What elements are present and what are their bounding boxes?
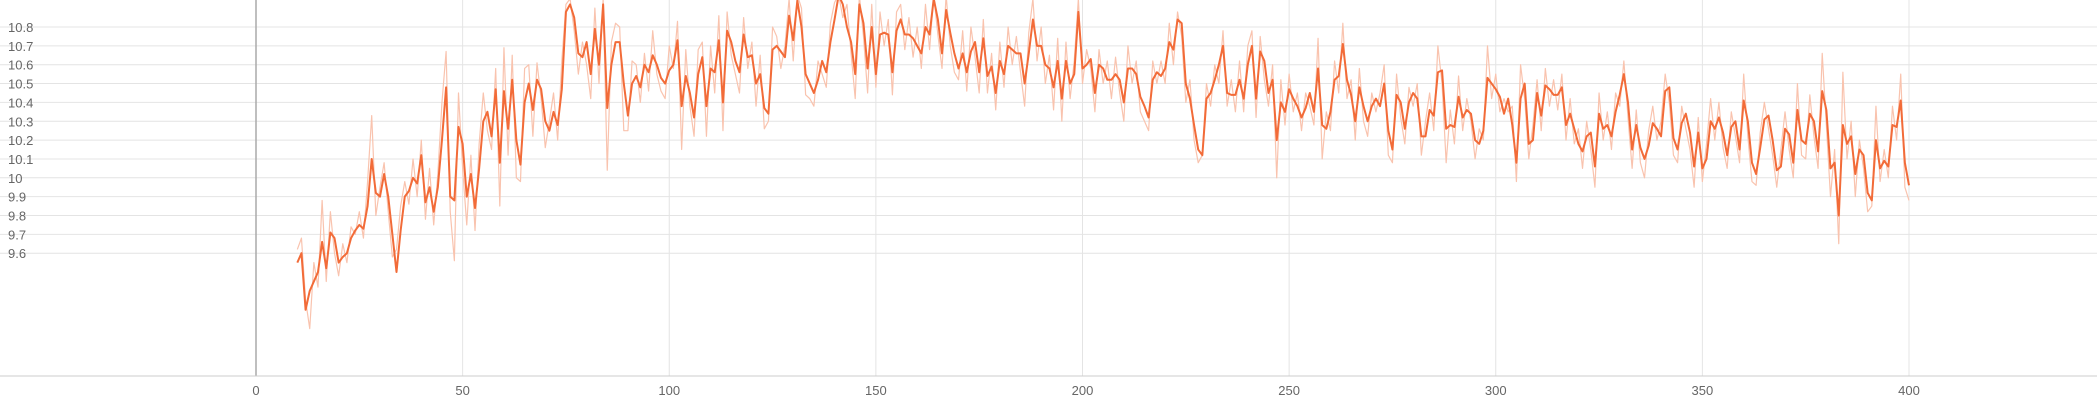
y-tick-label: 10.1 (8, 152, 33, 167)
x-tick-label: 0 (252, 383, 259, 398)
smoothed-series-line (296, 0, 1910, 311)
raw-series-line (296, 0, 1910, 330)
x-tick-label: 150 (865, 383, 887, 398)
axes (0, 0, 2097, 377)
x-tick-label: 100 (658, 383, 680, 398)
x-tick-label: 350 (1692, 383, 1714, 398)
y-tick-label: 9.8 (8, 209, 26, 224)
y-tick-label: 9.7 (8, 227, 26, 242)
x-tick-label: 300 (1485, 383, 1507, 398)
raw-series (296, 0, 1910, 330)
y-tick-label: 10.2 (8, 133, 33, 148)
x-tick-label: 50 (455, 383, 469, 398)
y-tick-label: 9.6 (8, 246, 26, 261)
x-tick-label: 200 (1072, 383, 1094, 398)
y-tick-label: 10.8 (8, 20, 33, 35)
y-tick-label: 10.5 (8, 77, 33, 92)
grid-lines (0, 0, 2097, 376)
y-tick-label: 9.9 (8, 190, 26, 205)
y-tick-labels: 9.6 9.7 9.8 9.9 10 10.1 10.2 10.3 10.4 10.5 10.6 10… (8, 20, 33, 261)
y-tick-label: 10.6 (8, 58, 33, 73)
y-tick-label: 10 (8, 171, 22, 186)
x-tick-labels: 0 50 100 150 200 250 300 350 400 (252, 383, 1919, 398)
x-tick-label: 250 (1278, 383, 1300, 398)
x-tick-label: 400 (1898, 383, 1920, 398)
smoothed-series (296, 0, 1910, 311)
y-tick-label: 10.4 (8, 95, 33, 110)
y-tick-label: 10.3 (8, 114, 33, 129)
y-tick-label: 10.7 (8, 39, 33, 54)
